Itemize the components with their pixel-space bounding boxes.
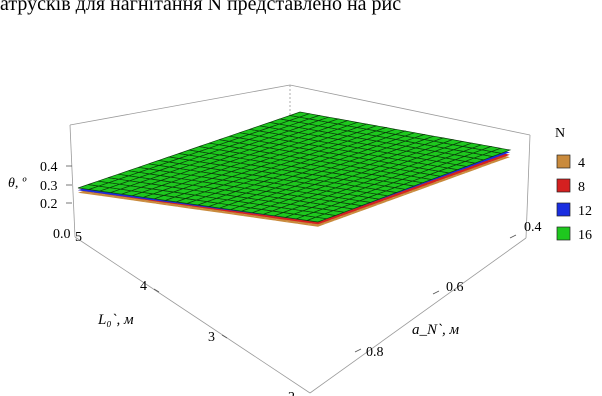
surface-cell (490, 147, 512, 154)
z-axis-label: θ, º (8, 176, 27, 191)
x-axis: 5 4 3 2 L₀`, м (75, 230, 295, 396)
z-tick-label: 0.3 (40, 179, 58, 194)
box-edge (525, 134, 531, 239)
cropped-heading-text: атрусків для нагнітання N представлено н… (0, 0, 402, 15)
y-axis-label: a_N`, м (412, 322, 460, 338)
legend-swatch (556, 154, 571, 169)
y-axis: 0.4 0.6 0.8 a_N`, м (354, 220, 542, 360)
y-tick-label: 0.6 (446, 280, 464, 295)
z-tick-label: 0.0 (53, 227, 71, 242)
box-edge (69, 124, 76, 238)
z-axis: θ, º 0.4 0.3 0.2 0.0 (8, 160, 72, 242)
x-tick (153, 288, 160, 293)
y-tick-label: 0.4 (524, 220, 542, 235)
x-tick (221, 334, 228, 339)
box-edge (309, 237, 527, 394)
surface-cell (307, 222, 327, 227)
legend-swatch (556, 202, 571, 217)
bounding-box (69, 84, 531, 394)
y-tick (509, 234, 517, 239)
legend-label: 4 (578, 156, 585, 171)
legend-swatch (556, 226, 571, 241)
box-edge (74, 236, 311, 394)
z-tick-label: 0.4 (40, 160, 58, 175)
surfaces (77, 111, 512, 227)
legend-title: N (555, 126, 565, 141)
box-edge (289, 84, 531, 136)
x-tick-label: 4 (140, 279, 147, 294)
x-axis-label: L₀`, м (97, 312, 134, 328)
box-edge (69, 84, 291, 126)
legend-label: 8 (578, 180, 585, 195)
y-tick-label: 0.8 (366, 345, 384, 360)
z-tick-label: 0.2 (40, 197, 58, 212)
legend: N 4 8 12 16 (555, 126, 592, 243)
surface-series-16 (77, 111, 512, 223)
x-tick-label: 5 (75, 230, 82, 245)
y-tick (354, 348, 362, 353)
y-tick (432, 290, 440, 295)
x-tick-label: 2 (288, 390, 295, 396)
legend-label: 16 (578, 228, 592, 243)
x-tick-label: 3 (208, 330, 215, 345)
legend-label: 12 (578, 204, 592, 219)
legend-swatch (556, 178, 571, 193)
